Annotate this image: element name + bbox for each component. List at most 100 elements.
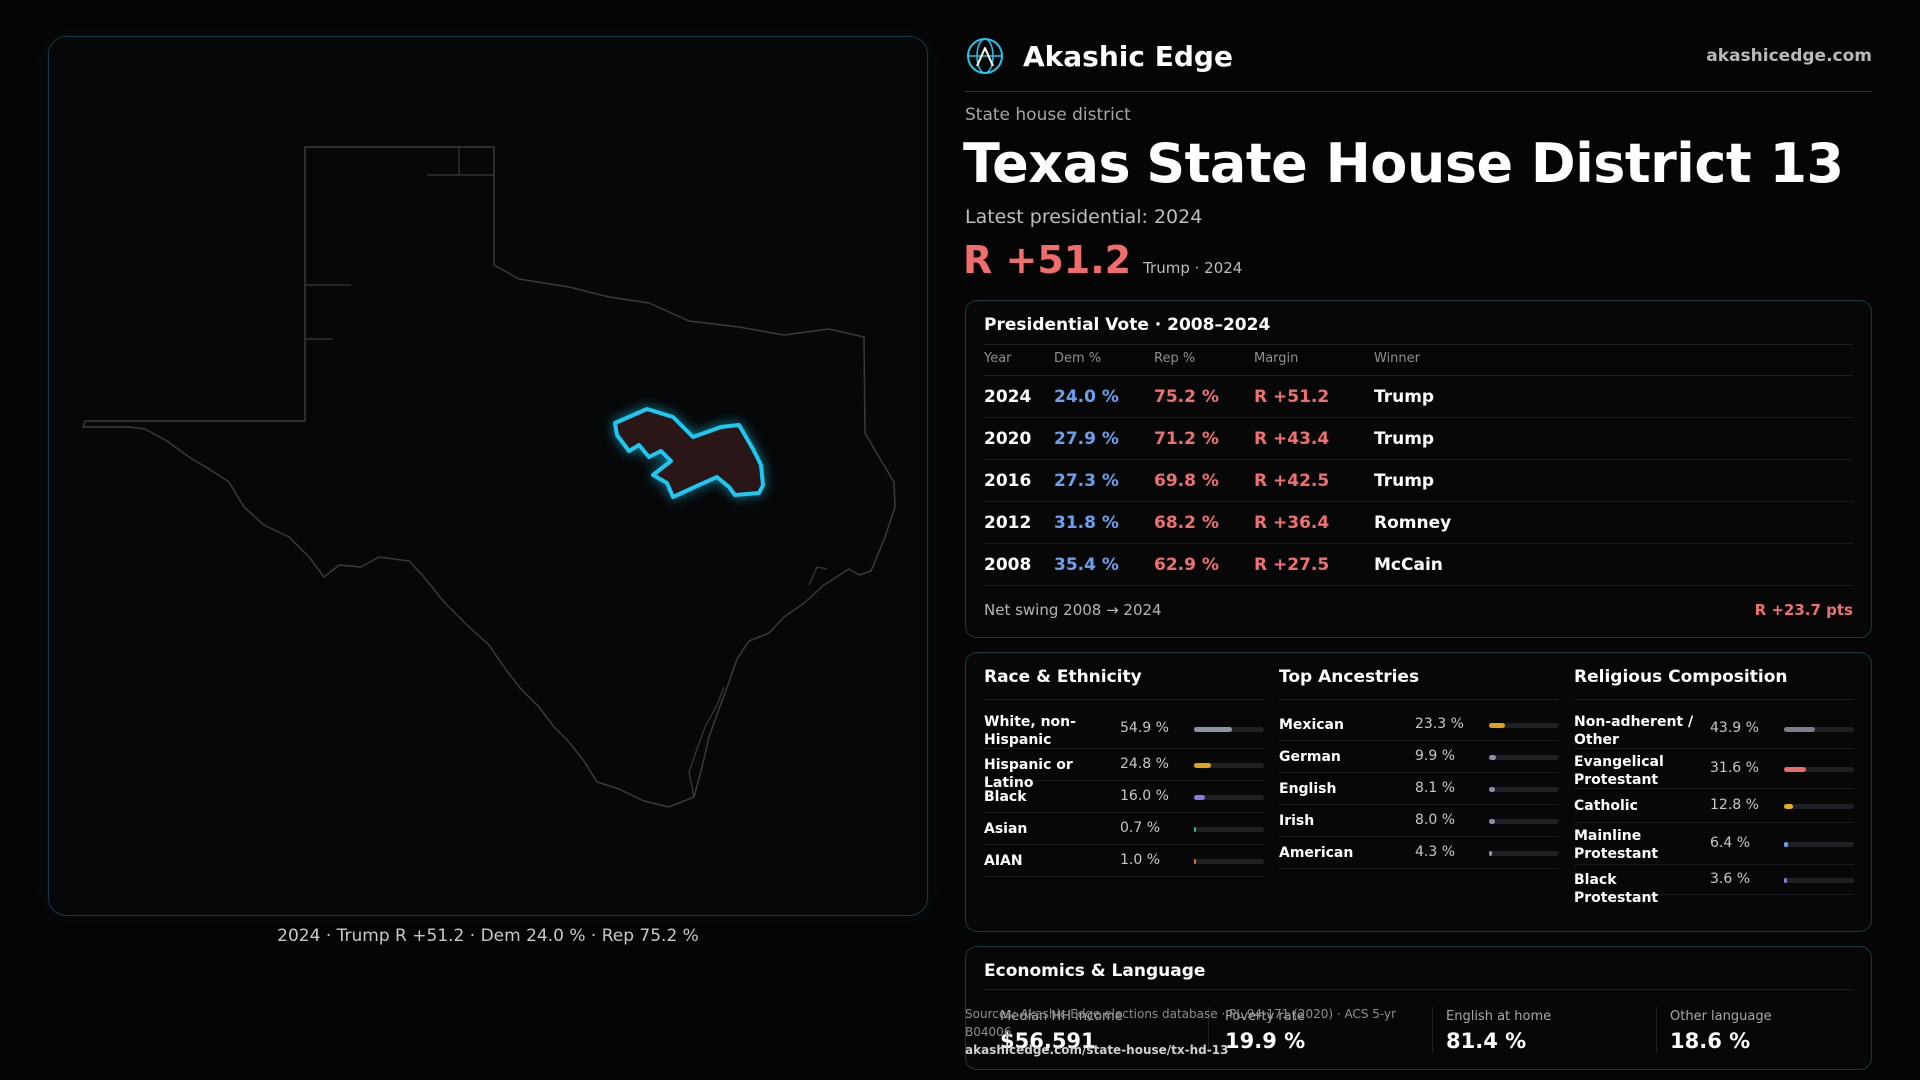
cell-dem: 27.9 % — [1054, 429, 1119, 449]
vote-row: 2024 24.0 % 75.2 % R +51.2 Trump — [984, 376, 1853, 418]
cell-margin: R +43.4 — [1254, 429, 1330, 449]
card-divider — [1574, 699, 1854, 700]
title-state: Texas — [963, 132, 1131, 195]
religion-row: Evangelical Protestant 31.6 % — [1574, 749, 1854, 789]
ancestry-label: Mexican — [1279, 717, 1344, 733]
ancestry-bar-fill — [1489, 755, 1496, 760]
ancestry-bar-fill — [1489, 723, 1506, 728]
brand[interactable]: Akashic Edge — [965, 36, 1233, 76]
sources-text: Sources: Akashic Edge elections database… — [965, 1007, 1397, 1039]
stat-value: 18.6 % — [1670, 1029, 1751, 1053]
stat-label: Median HH income — [1000, 1009, 1123, 1024]
cell-rep: 69.8 % — [1154, 471, 1219, 491]
ancestry-label: American — [1279, 845, 1354, 861]
race-pct: 54.9 % — [1120, 720, 1169, 736]
race-row: White, non-Hispanic 54.9 % — [984, 709, 1264, 749]
cell-margin: R +27.5 — [1254, 555, 1330, 575]
cell-rep: 68.2 % — [1154, 513, 1219, 533]
race-bar-track — [1194, 727, 1264, 732]
race-label: Black — [984, 789, 1027, 805]
vote-row: 2016 27.3 % 69.8 % R +42.5 Trump — [984, 460, 1853, 502]
vote-row: 2020 27.9 % 71.2 % R +43.4 Trump — [984, 418, 1853, 460]
religion-pct: 6.4 % — [1710, 835, 1751, 851]
religion-pct: 31.6 % — [1710, 760, 1759, 776]
race-row: AIAN 1.0 % — [984, 845, 1264, 877]
ancestry-label: Irish — [1279, 813, 1315, 829]
card-divider — [1279, 699, 1559, 700]
texas-outline — [82, 146, 896, 808]
stat-divider — [1208, 1007, 1209, 1053]
ancestry-row: American 4.3 % — [1279, 837, 1559, 869]
cell-rep: 62.9 % — [1154, 555, 1219, 575]
religion-pct: 12.8 % — [1710, 797, 1759, 813]
presidential-card-title: Presidential Vote · 2008–2024 — [984, 315, 1271, 335]
religion-bar-fill — [1784, 767, 1807, 772]
religion-bar-track — [1784, 727, 1854, 732]
race-title: Race & Ethnicity — [984, 667, 1142, 687]
race-pct: 16.0 % — [1120, 788, 1169, 804]
race-label: AIAN — [984, 853, 1023, 869]
card-divider — [984, 699, 1264, 700]
ancestry-title: Top Ancestries — [1279, 667, 1420, 687]
religion-label: Mainline Protestant — [1574, 828, 1659, 862]
cell-dem: 27.3 % — [1054, 471, 1119, 491]
race-bar-fill — [1194, 763, 1212, 768]
cell-winner: Trump — [1374, 429, 1435, 449]
race-pct: 0.7 % — [1120, 820, 1161, 836]
ancestry-bar-track — [1489, 819, 1559, 824]
ancestry-row: Irish 8.0 % — [1279, 805, 1559, 837]
presidential-vote-card: Presidential Vote · 2008–2024 Year Dem %… — [965, 300, 1872, 638]
header-divider — [984, 375, 1853, 376]
race-row: Black 16.0 % — [984, 781, 1264, 813]
economics-title: Economics & Language — [984, 961, 1206, 981]
margin-value: R +51.2 — [963, 238, 1132, 282]
district-highlight[interactable] — [613, 407, 765, 499]
net-swing-value: R +23.7 pts — [1754, 601, 1853, 619]
vote-row: 2012 31.8 % 68.2 % R +36.4 Romney — [984, 502, 1853, 544]
religion-column: Religious Composition Non-adherent / Oth… — [1574, 653, 1854, 931]
race-bar-track — [1194, 795, 1264, 800]
race-label: Hispanic or Latino — [984, 757, 1073, 791]
latest-margin: R +51.2 Trump · 2024 — [963, 238, 1242, 282]
race-bar-track — [1194, 763, 1264, 768]
coast-barrier-island — [688, 686, 725, 798]
stat-value: 19.9 % — [1225, 1029, 1306, 1053]
stat-value: 81.4 % — [1446, 1029, 1527, 1053]
ancestry-pct: 8.1 % — [1415, 780, 1456, 796]
header-winner: Winner — [1374, 351, 1421, 366]
sources-url-link[interactable]: akashicedge.com/state-house/tx-hd-13 — [965, 1043, 1229, 1057]
header-divider — [965, 91, 1872, 92]
race-column: Race & Ethnicity White, non-Hispanic 54.9… — [984, 653, 1264, 931]
religion-label: Evangelical Protestant — [1574, 754, 1664, 788]
religion-bar-track — [1784, 878, 1854, 883]
demographics-card: Race & Ethnicity White, non-Hispanic 54.9… — [965, 652, 1872, 932]
ancestry-pct: 9.9 % — [1415, 748, 1456, 764]
ancestry-bar-fill — [1489, 851, 1492, 856]
cell-rep: 75.2 % — [1154, 387, 1219, 407]
ancestry-bar-track — [1489, 851, 1559, 856]
cell-year: 2016 — [984, 471, 1032, 491]
card-divider — [984, 989, 1853, 990]
race-row: Hispanic or Latino 24.8 % — [984, 749, 1264, 791]
district-map-panel[interactable] — [48, 36, 928, 916]
religion-bar-track — [1784, 804, 1854, 809]
brand-url-link[interactable]: akashicedge.com — [1706, 46, 1872, 66]
title-district: State House District 13 — [1146, 132, 1844, 195]
sources-footer: Sources: Akashic Edge elections database… — [965, 1005, 1427, 1059]
stat-value: $56,591 — [1000, 1029, 1096, 1053]
cell-dem: 24.0 % — [1054, 387, 1119, 407]
religion-title: Religious Composition — [1574, 667, 1788, 687]
race-row: Asian 0.7 % — [984, 813, 1264, 845]
religion-label: Non-adherent / Other — [1574, 714, 1694, 748]
cell-dem: 35.4 % — [1054, 555, 1119, 575]
cell-winner: Romney — [1374, 513, 1452, 533]
cell-year: 2008 — [984, 555, 1032, 575]
cell-year: 2012 — [984, 513, 1032, 533]
religion-bar-fill — [1784, 804, 1793, 809]
globe-logo-icon — [967, 38, 1003, 74]
religion-label: Black Protestant — [1574, 872, 1659, 906]
stat-label: English at home — [1446, 1009, 1552, 1024]
ancestry-label: English — [1279, 781, 1337, 797]
vote-row: 2008 35.4 % 62.9 % R +27.5 McCain — [984, 544, 1853, 586]
ancestry-pct: 23.3 % — [1415, 716, 1464, 732]
